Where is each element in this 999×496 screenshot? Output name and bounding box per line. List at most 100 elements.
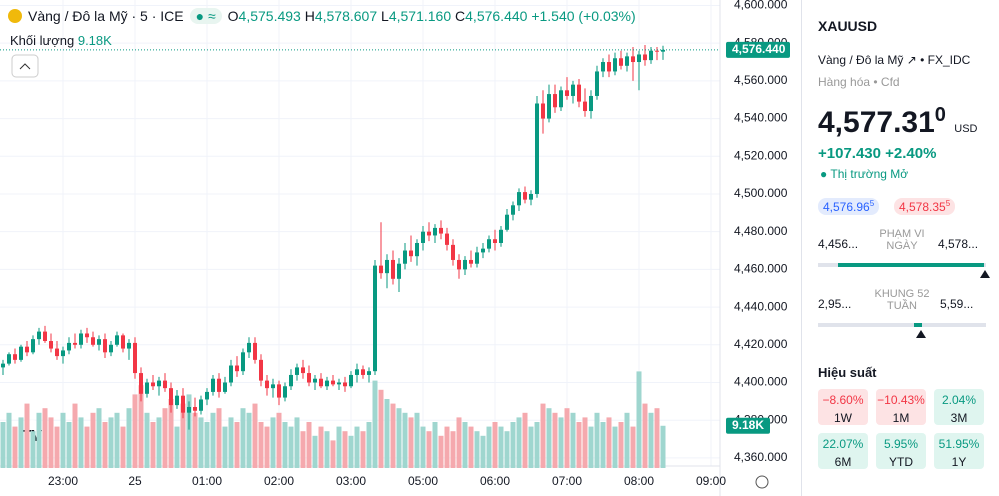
candle-body — [505, 214, 509, 230]
panel-source: FX_IDC — [927, 53, 971, 67]
perf-period: YTD — [889, 455, 913, 469]
volume-label: Khối lượng — [10, 33, 75, 48]
candle-body — [631, 56, 635, 63]
perf-cell[interactable]: 2.04% 3M — [934, 389, 984, 425]
chart: TV 4,360.0004,380.0004,400.0004,420.0004… — [0, 0, 790, 496]
candle-body — [409, 250, 413, 257]
volume-bar — [318, 426, 324, 468]
last-volume-label: 9.18K — [732, 418, 764, 432]
volume-bar — [396, 408, 402, 468]
perf-cell[interactable]: 22.07% 6M — [818, 433, 868, 469]
x-tick-label: 01:00 — [192, 474, 222, 488]
candle-body — [553, 94, 557, 108]
volume-bar — [342, 431, 348, 468]
volume-bar — [222, 426, 228, 468]
volume-bar — [468, 426, 474, 468]
candle-body — [49, 341, 53, 349]
volume-bar — [552, 412, 558, 468]
y-tick-label: 4,560.000 — [734, 73, 788, 87]
perf-cell[interactable]: −8.60% 1W — [818, 389, 868, 425]
collapse-button[interactable] — [11, 54, 39, 78]
volume-bar — [378, 389, 384, 468]
volume-bar — [30, 431, 36, 468]
high: 4,578.607 — [314, 8, 378, 24]
volume-bar — [72, 403, 78, 468]
low: 4,571.160 — [388, 8, 452, 24]
candle-body — [283, 386, 287, 398]
volume-bar — [510, 422, 516, 468]
panel-kind: Cfd — [880, 75, 900, 89]
l-label: L — [381, 8, 389, 24]
volume-bar — [600, 422, 606, 468]
perf-cell[interactable]: 51.95% 1Y — [934, 433, 984, 469]
perf-period: 1W — [834, 411, 852, 425]
candle-body — [25, 346, 29, 353]
volume-bar — [630, 426, 636, 468]
panel-symbol: XAUUSD — [818, 18, 878, 34]
candle-body — [439, 227, 443, 234]
candle-body — [157, 380, 161, 387]
volume-bar — [582, 417, 588, 468]
candle-body — [463, 259, 467, 270]
candle-body — [613, 58, 617, 72]
candle-body — [355, 369, 359, 375]
perf-cell[interactable]: −10.43% 1M — [876, 389, 926, 425]
volume-bar — [414, 412, 420, 468]
volume-bar — [192, 412, 198, 468]
candle-body — [541, 103, 545, 119]
collapse-icon — [19, 63, 31, 70]
candle-body — [379, 265, 383, 274]
candle-body — [169, 388, 173, 406]
settings-icon[interactable] — [755, 475, 769, 489]
volume-bar — [390, 403, 396, 468]
candle-body — [121, 335, 125, 349]
volume-bar — [360, 431, 366, 468]
candle-body — [103, 339, 107, 353]
candle-body — [109, 344, 113, 353]
volume-bar — [354, 426, 360, 468]
volume-bar — [480, 435, 486, 468]
volume-bar — [528, 426, 534, 468]
candle-body — [625, 56, 629, 66]
bid: 4,576.96 — [823, 200, 870, 214]
volume-bar — [186, 394, 192, 468]
candle-body — [175, 395, 179, 406]
volume-bar — [402, 412, 408, 468]
candle-body — [61, 350, 65, 357]
candle-body — [331, 380, 335, 385]
candle-body — [349, 374, 353, 387]
y-tick-label: 4,460.000 — [734, 262, 788, 276]
volume-bar — [492, 422, 498, 468]
volume-bar — [42, 408, 48, 468]
volume-bar — [444, 426, 450, 468]
volume-bar — [264, 426, 270, 468]
change: +1.540 (+0.03%) — [531, 8, 636, 24]
bid-pill: 4,576.965 — [818, 198, 880, 215]
day-high: 4,578... — [938, 237, 979, 251]
candle-body — [163, 380, 167, 389]
volume-bar — [654, 408, 660, 468]
panel-price: 4,577.31 — [818, 106, 935, 139]
volume-bar — [438, 435, 444, 468]
perf-value: 51.95% — [938, 437, 980, 451]
y-tick-label: 4,600.000 — [734, 0, 788, 12]
panel-change-pct: +2.40% — [885, 145, 937, 162]
volume-bar — [228, 417, 234, 468]
c-label: C — [455, 8, 466, 24]
status-pill[interactable]: ● ≈ — [189, 8, 222, 24]
x-tick-label: 05:00 — [408, 474, 438, 488]
volume-bar — [282, 422, 288, 468]
candle-body — [475, 252, 479, 264]
symbol-icon — [8, 9, 22, 23]
x-tick-label: 08:00 — [624, 474, 654, 488]
volume-bar — [66, 422, 72, 468]
y-tick-label: 4,420.000 — [734, 337, 788, 351]
perf-grid: −8.60% 1W −10.43% 1M 2.04% 3M 22.07% 6M 5.95% YTD… — [818, 389, 998, 479]
volume-bar — [498, 426, 504, 468]
candle-body — [115, 335, 119, 345]
volume-bar — [546, 408, 552, 468]
y-tick-label: 4,480.000 — [734, 224, 788, 238]
x-tick-label: 02:00 — [264, 474, 294, 488]
perf-cell[interactable]: 5.95% YTD — [876, 433, 926, 469]
